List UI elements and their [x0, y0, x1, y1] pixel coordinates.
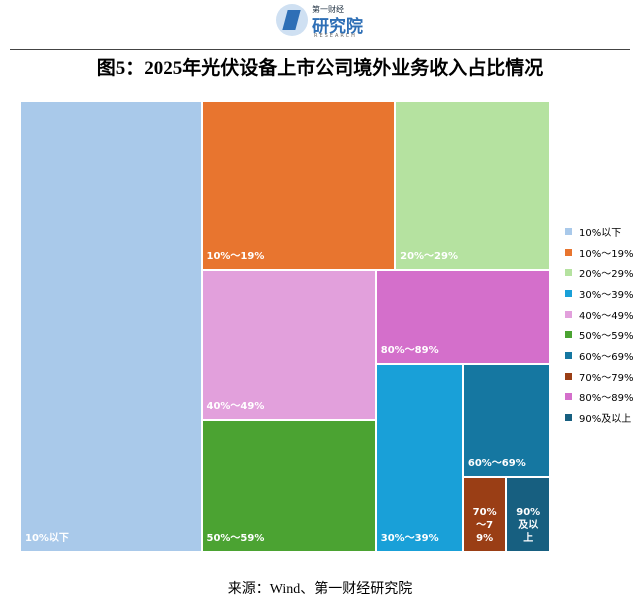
- treemap-cell: 20%～29%: [395, 101, 550, 271]
- legend-item: 10%～19%: [565, 242, 633, 263]
- legend-swatch: [565, 289, 572, 297]
- legend-label: 70%～79%: [579, 372, 634, 384]
- treemap: 10%以下 10%～19% 20%～29% 40%～49% 50%～59% 80%～89%…: [20, 101, 550, 552]
- cell-label: 90%及以上: [516, 506, 541, 544]
- legend-item: 10%以下: [565, 221, 633, 242]
- treemap-cell: 10%以下: [20, 101, 202, 552]
- cell-label: 30%～39%: [380, 532, 439, 544]
- treemap-cell: 50%～59%: [201, 420, 376, 552]
- header-rule: [10, 49, 630, 50]
- source: 来源：Wind、第一财经研究院: [227, 582, 413, 597]
- legend-label: 20%～29%: [579, 269, 634, 281]
- legend-item: 50%～59%: [565, 324, 633, 345]
- treemap-cell: 40%～49%: [201, 270, 376, 421]
- legend-swatch: [565, 393, 572, 401]
- legend-swatch: [565, 310, 572, 318]
- legend-label: 10%～19%: [579, 248, 634, 260]
- logo-sub: RESEARCH: [314, 33, 357, 39]
- cell-label: 10%以下: [25, 533, 69, 544]
- treemap-cell: 80%～89%: [375, 270, 550, 365]
- legend-label: 30%～39%: [579, 289, 634, 301]
- treemap-cell: 10%～19%: [201, 101, 396, 271]
- legend-item: 70%～79%: [565, 366, 633, 387]
- logo: 第一财经 研究院 RESEARCH: [276, 2, 376, 42]
- legend-item: 30%～39%: [565, 283, 633, 304]
- treemap-cell: 60%～69%: [462, 364, 550, 477]
- cell-label: 10%～19%: [206, 251, 265, 263]
- legend-item: 90%及以上: [565, 407, 633, 428]
- legend-label: 50%～59%: [579, 331, 634, 343]
- cell-label: 70%～79%: [472, 506, 497, 544]
- legend-label: 90%及以上: [579, 414, 632, 426]
- legend-item: 60%～69%: [565, 345, 633, 366]
- treemap-cell: 90%及以上: [506, 476, 550, 552]
- legend-swatch: [565, 372, 572, 380]
- legend-swatch: [565, 351, 572, 359]
- cell-label: 40%～49%: [206, 401, 265, 413]
- legend-swatch: [565, 248, 572, 256]
- legend-label: 80%～89%: [579, 393, 634, 405]
- legend: 10%以下 10%～19% 20%～29% 30%～39% 40%～49% 50%～59%…: [565, 221, 633, 428]
- legend-label: 40%～49%: [579, 310, 634, 322]
- legend-item: 20%～29%: [565, 262, 633, 283]
- treemap-cell: 70%～79%: [462, 476, 507, 552]
- legend-swatch: [565, 331, 572, 339]
- legend-swatch: [565, 227, 572, 235]
- legend-label: 60%～69%: [579, 351, 634, 363]
- cell-label: 80%～89%: [380, 345, 439, 357]
- legend-label: 10%以下: [579, 227, 622, 239]
- cell-label: 60%～69%: [467, 457, 526, 469]
- treemap-cell: 30%～39%: [375, 364, 463, 552]
- cell-label: 20%～29%: [400, 251, 458, 263]
- cell-label: 50%～59%: [206, 532, 265, 544]
- chart-title: 图5：2025年光伏设备上市公司境外业务收入占比情况: [96, 58, 544, 79]
- legend-swatch: [565, 269, 572, 277]
- logo-text: 研究院: [312, 17, 363, 37]
- legend-swatch: [565, 414, 572, 422]
- legend-item: 80%～89%: [565, 387, 633, 408]
- logo-top: 第一财经: [312, 5, 344, 14]
- legend-item: 40%～49%: [565, 304, 633, 325]
